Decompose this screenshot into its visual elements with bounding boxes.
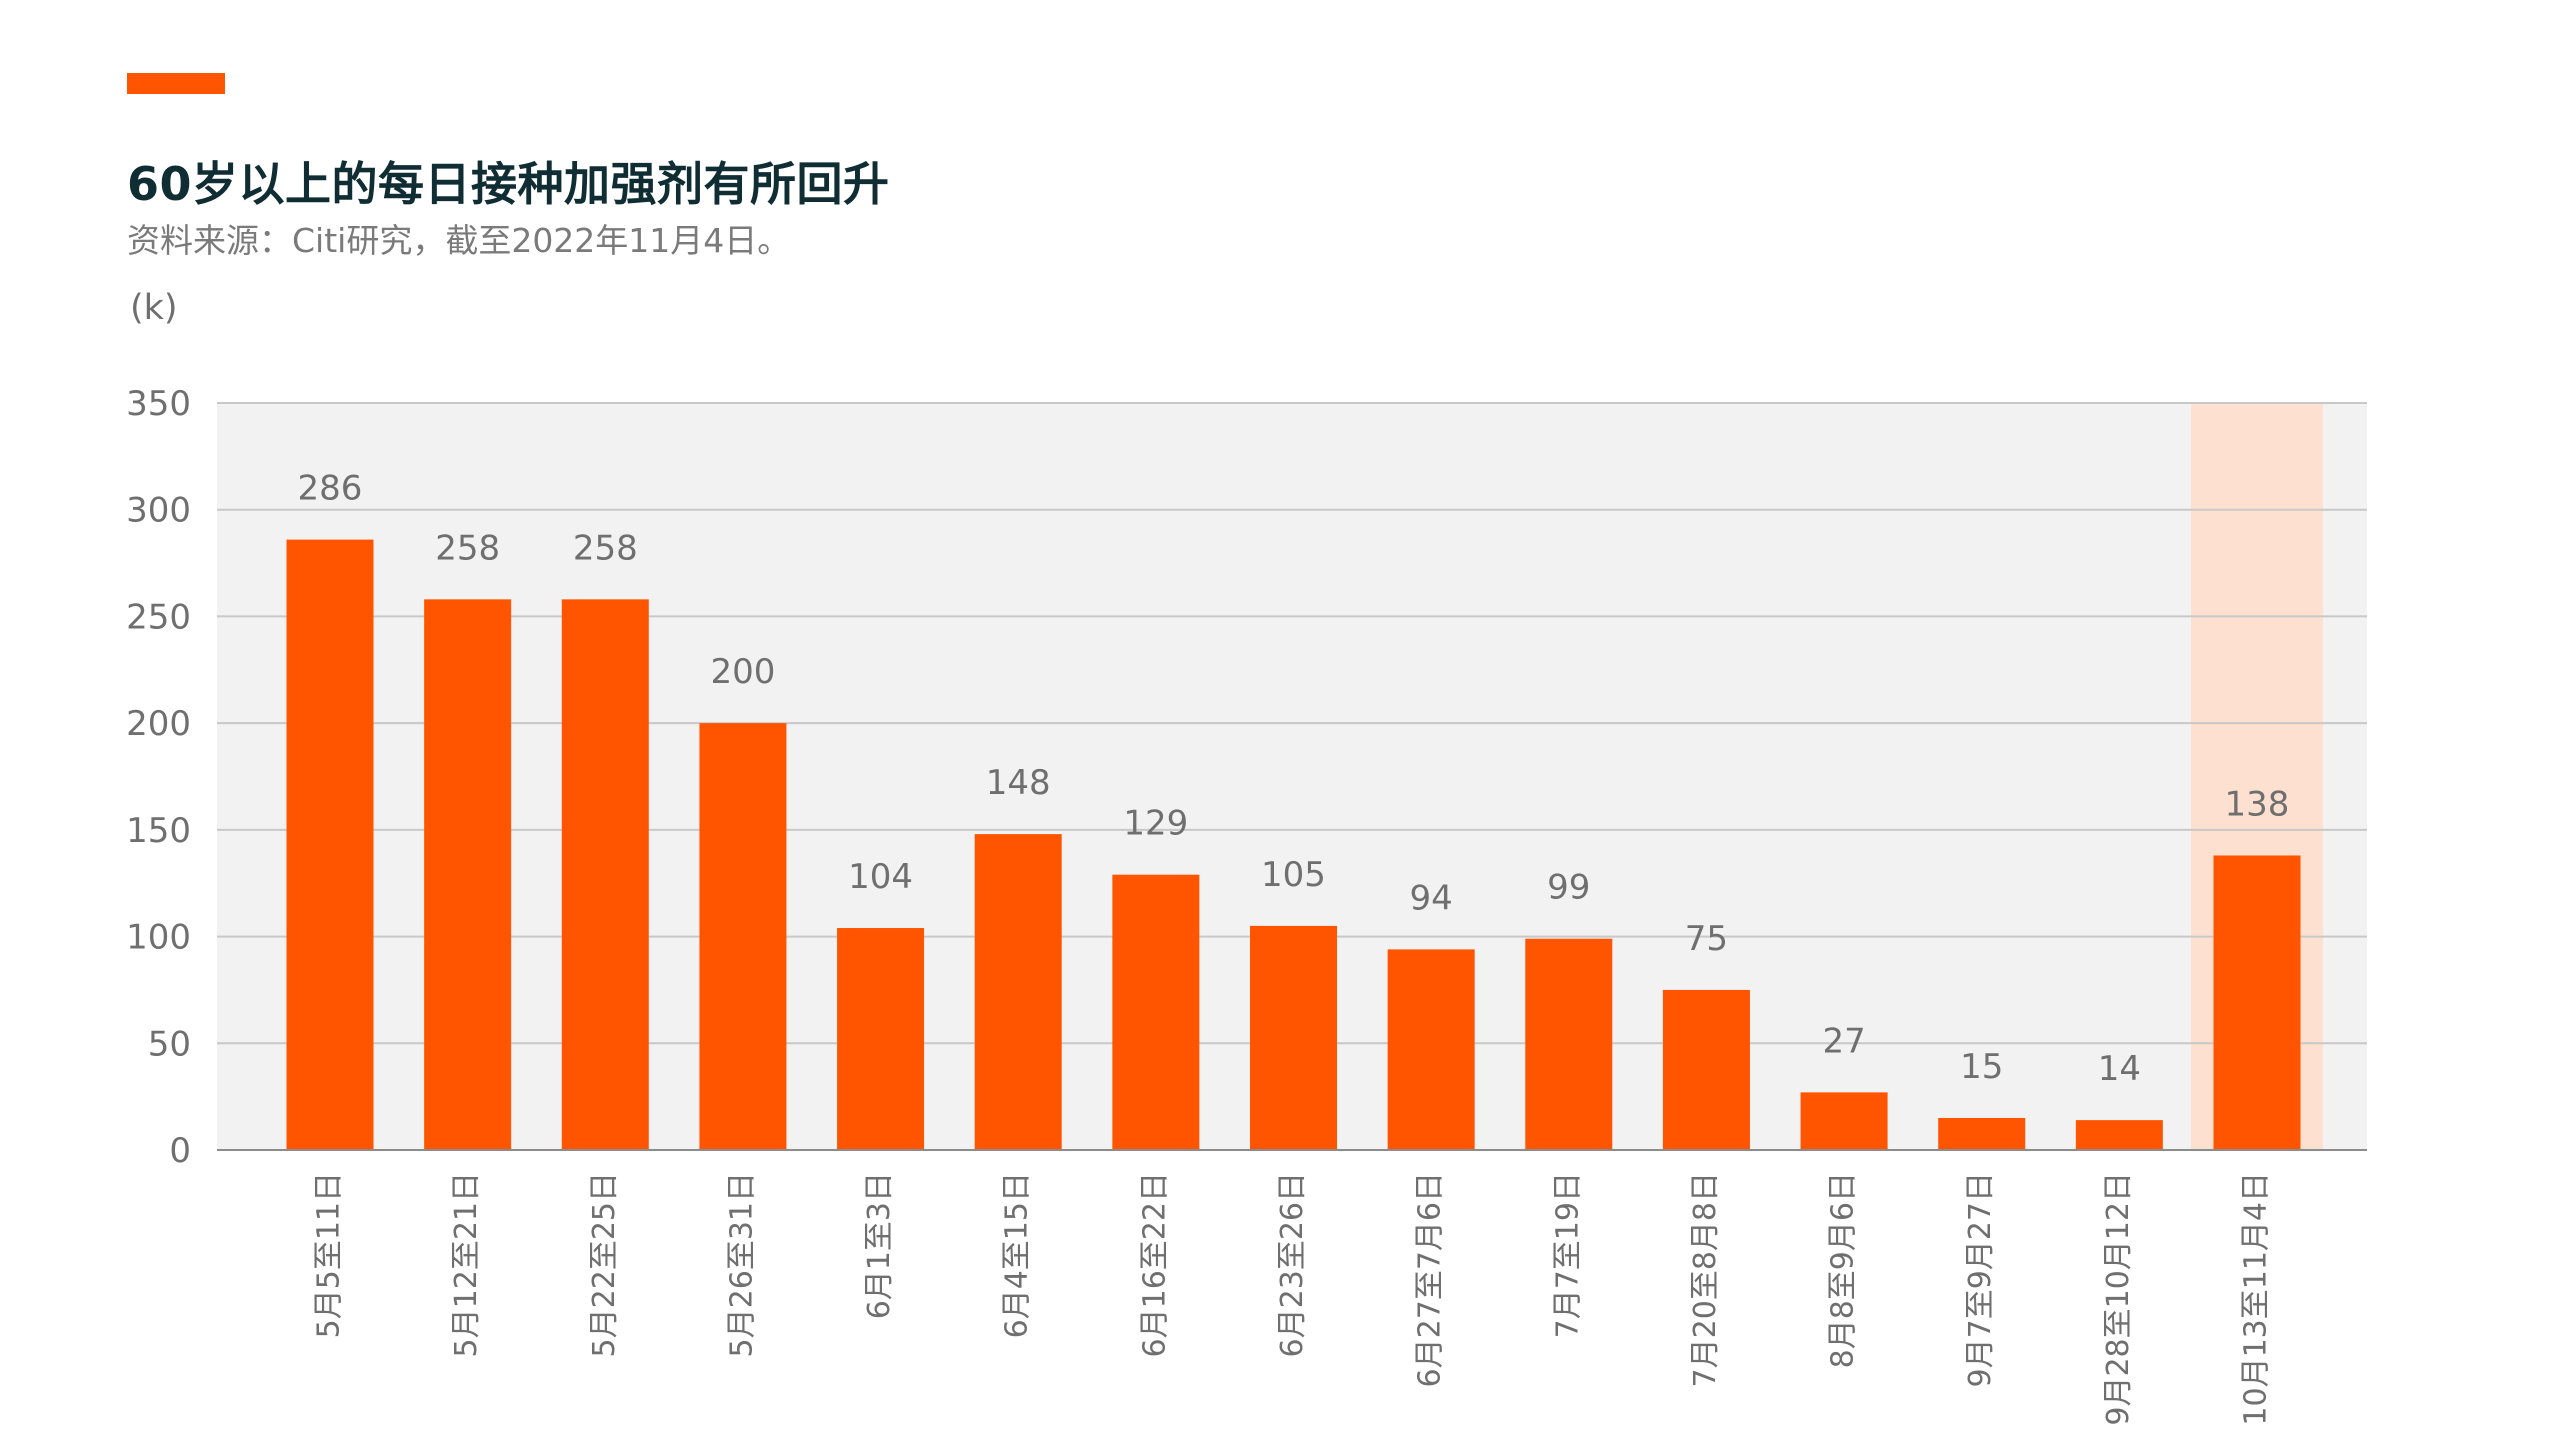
x-tick-label: 6月23至26日: [1275, 1172, 1310, 1357]
data-label: 14: [2098, 1049, 2141, 1089]
x-tick-label: 6月1至3日: [862, 1172, 897, 1319]
x-tick-label: 5月26至31日: [724, 1172, 759, 1357]
data-label: 258: [435, 528, 500, 568]
y-tick-label: 350: [126, 384, 191, 424]
data-label: 15: [1960, 1047, 2003, 1087]
data-label: 148: [986, 763, 1051, 803]
bar: [1112, 874, 1200, 1150]
bar: [286, 539, 374, 1150]
data-label: 27: [1822, 1021, 1865, 1061]
x-tick-label: 5月5至11日: [312, 1172, 347, 1338]
x-tick-label: 6月4至15日: [1000, 1172, 1035, 1338]
y-tick-label: 300: [126, 491, 191, 531]
bar: [1250, 925, 1337, 1150]
data-label: 200: [710, 652, 775, 692]
x-tick-label: 7月20至8月8日: [1688, 1172, 1723, 1387]
data-label: 99: [1547, 868, 1590, 908]
bar: [974, 834, 1062, 1150]
data-label: 286: [298, 469, 363, 509]
data-label: 105: [1261, 855, 1326, 895]
data-label: 258: [573, 528, 638, 568]
x-tick-label: 7月7至19日: [1550, 1172, 1585, 1338]
bar: [1938, 1117, 2026, 1150]
x-tick-label: 10月13至11月4日: [2239, 1172, 2274, 1426]
bar: [837, 928, 925, 1150]
x-tick-label: 5月22至25日: [587, 1172, 622, 1357]
x-tick-label: 6月27至7月6日: [1413, 1172, 1448, 1387]
y-tick-label: 250: [126, 597, 191, 637]
chart-subtitle: 资料来源：Citi研究，截至2022年11月4日。: [127, 221, 791, 260]
x-tick-label: 9月28至10月12日: [2101, 1172, 2136, 1426]
data-label: 104: [848, 857, 913, 897]
data-label: 129: [1123, 804, 1188, 844]
y-tick-label: 150: [126, 811, 191, 851]
chart-title: 60岁以上的每日接种加强剂有所回升: [127, 157, 890, 211]
bar: [561, 599, 649, 1150]
bar: [2213, 855, 2301, 1150]
bar: [1525, 938, 1613, 1150]
x-tick-label: 5月12至21日: [449, 1172, 484, 1357]
bar: [2075, 1120, 2163, 1150]
bar: [424, 599, 512, 1150]
y-tick-label: 200: [126, 704, 191, 744]
data-label: 138: [2225, 784, 2290, 824]
bar: [1387, 949, 1475, 1150]
y-tick-label: 100: [126, 918, 191, 958]
x-tick-label: 9月7至9月27日: [1963, 1172, 1998, 1387]
data-label: 75: [1685, 919, 1728, 959]
y-tick-label: 50: [148, 1024, 191, 1064]
data-label: 94: [1410, 878, 1453, 918]
y-tick-label: 0: [169, 1131, 191, 1171]
accent-bar: [127, 73, 225, 94]
x-tick-label: 6月16至22日: [1137, 1172, 1172, 1357]
bar: [1662, 989, 1750, 1150]
y-axis-unit-label: (k): [130, 288, 178, 328]
bar: [1800, 1092, 1888, 1150]
x-tick-label: 8月8至9月6日: [1826, 1172, 1861, 1368]
bar: [699, 723, 787, 1150]
